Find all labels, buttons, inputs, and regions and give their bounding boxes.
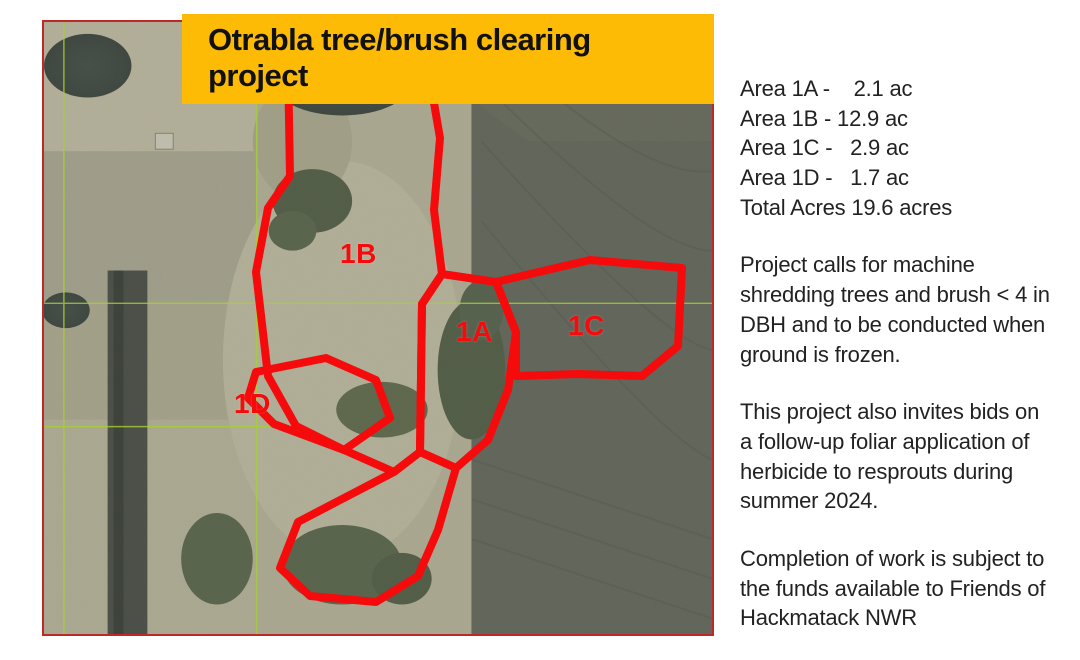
description-paragraph: Completion of work is subject to the fun…	[740, 544, 1052, 633]
area-label-1B: 1B	[340, 238, 377, 270]
area-label-1A: 1A	[456, 316, 493, 348]
description-paragraph: Project calls for machine shredding tree…	[740, 250, 1052, 369]
area-line: Area 1B - 12.9 ac	[740, 104, 1052, 134]
project-title-banner: Otrabla tree/brush clearing project	[182, 14, 714, 104]
area-line: Area 1C - 2.9 ac	[740, 133, 1052, 163]
total-acres: Total Acres 19.6 acres	[740, 193, 1052, 223]
page-container: Otrabla tree/brush clearing project 1B 1A…	[0, 0, 1080, 660]
area-outline-south_tail	[280, 452, 456, 602]
description-paragraph: This project also invites bids on a foll…	[740, 397, 1052, 516]
area-label-1C: 1C	[568, 310, 605, 342]
area-list: Area 1A - 2.1 acArea 1B - 12.9 acArea 1C…	[740, 74, 1052, 222]
area-outlines	[42, 20, 714, 636]
map-panel: Otrabla tree/brush clearing project 1B 1A…	[42, 20, 714, 636]
area-label-1D: 1D	[234, 388, 271, 420]
area-line: Area 1D - 1.7 ac	[740, 163, 1052, 193]
area-line: Area 1A - 2.1 ac	[740, 74, 1052, 104]
project-title: Otrabla tree/brush clearing project	[208, 22, 591, 93]
text-panel: Area 1A - 2.1 acArea 1B - 12.9 acArea 1C…	[740, 20, 1052, 636]
